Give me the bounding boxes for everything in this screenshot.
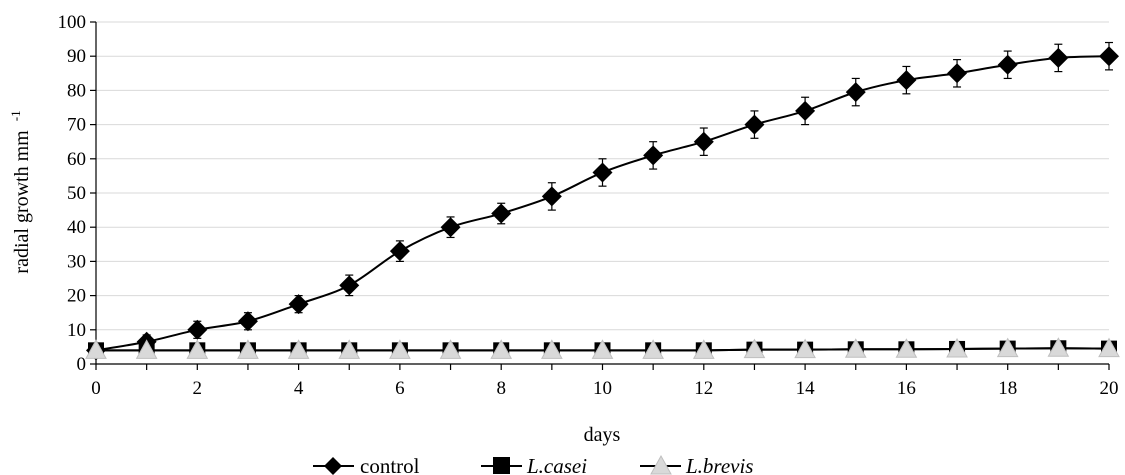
data-point xyxy=(996,337,1019,358)
data-point xyxy=(845,82,866,103)
data-point xyxy=(237,339,259,359)
y-tick-label-50: 50 xyxy=(67,183,86,204)
data-point xyxy=(642,339,664,359)
data-point xyxy=(389,339,411,359)
y-tick-label-40: 40 xyxy=(67,217,86,238)
y-tick-label-10: 10 xyxy=(67,320,86,341)
legend-marker-lbrevis xyxy=(650,454,672,475)
data-point xyxy=(287,339,310,359)
data-point xyxy=(795,100,816,121)
y-tick-label-100: 100 xyxy=(58,12,87,33)
legend-label-lbrevis: L.brevis xyxy=(685,454,753,475)
data-point xyxy=(744,114,765,135)
data-point xyxy=(186,339,209,359)
data-point xyxy=(947,63,968,84)
y-axis-title-main: radial growth mm xyxy=(11,130,33,274)
data-point xyxy=(85,339,107,359)
data-point xyxy=(541,339,563,359)
x-tick-label-14: 14 xyxy=(796,378,816,399)
legend-item-lbrevis: L.brevis xyxy=(640,454,753,475)
data-point xyxy=(1099,46,1119,67)
legend-label-control: control xyxy=(360,454,420,475)
x-tick-label-6: 6 xyxy=(395,378,405,399)
y-tick-label-0: 0 xyxy=(77,354,87,375)
data-point xyxy=(692,339,715,359)
data-point xyxy=(946,337,968,358)
data-point xyxy=(288,294,309,315)
data-point xyxy=(643,145,664,166)
data-point xyxy=(591,339,614,359)
data-point xyxy=(541,186,562,207)
x-tick-label-10: 10 xyxy=(593,378,612,399)
data-point xyxy=(440,217,461,238)
data-point xyxy=(794,338,816,359)
x-tick-label-4: 4 xyxy=(294,378,304,399)
y-tick-label-80: 80 xyxy=(67,80,86,101)
y-tick-label-20: 20 xyxy=(67,286,86,307)
data-point xyxy=(339,275,360,296)
x-tick-label-16: 16 xyxy=(897,378,916,399)
series-line-0 xyxy=(95,55,1110,352)
data-point xyxy=(439,339,462,359)
data-point xyxy=(237,311,258,332)
data-point xyxy=(491,203,512,224)
data-point xyxy=(844,338,867,358)
data-point xyxy=(997,54,1018,75)
y-tick-label-70: 70 xyxy=(67,115,86,136)
x-tick-label-20: 20 xyxy=(1100,378,1119,399)
data-point xyxy=(1098,337,1120,358)
legend: control L.casei L.brevis xyxy=(313,454,753,475)
legend-item-control: control xyxy=(313,454,420,475)
data-point xyxy=(693,131,714,152)
y-tick-label-90: 90 xyxy=(67,46,86,67)
x-tick-label-2: 2 xyxy=(193,378,203,399)
tick-labels: 0 10 20 30 40 50 60 70 80 90 100 0 2 4 6 8 10 12 14 16 18 20 xyxy=(58,12,1119,399)
legend-marker-control xyxy=(324,457,342,475)
x-tick-label-8: 8 xyxy=(496,378,506,399)
data-point xyxy=(1047,337,1070,357)
y-axis-title: radial growth mm -1 xyxy=(8,110,33,273)
x-tick-label-18: 18 xyxy=(998,378,1017,399)
data-point xyxy=(389,241,410,262)
data-point xyxy=(1048,47,1069,68)
y-axis-title-group: radial growth mm -1 xyxy=(8,110,33,273)
x-tick-label-12: 12 xyxy=(694,378,713,399)
data-point xyxy=(895,338,918,358)
legend-marker-lcasei xyxy=(493,457,510,474)
data-point xyxy=(896,70,917,91)
series-2 xyxy=(85,337,1120,359)
data-point xyxy=(338,339,361,359)
series-lines xyxy=(85,41,1120,361)
data-point xyxy=(743,338,766,359)
y-axis-title-superscript: -1 xyxy=(8,110,23,121)
x-axis-title: days xyxy=(584,424,621,446)
y-tick-label-60: 60 xyxy=(67,149,86,170)
axes xyxy=(90,21,1110,370)
data-point xyxy=(187,319,208,340)
data-point xyxy=(490,339,513,359)
legend-label-lcasei: L.casei xyxy=(526,454,587,475)
x-tick-label-0: 0 xyxy=(91,378,101,399)
y-tick-label-30: 30 xyxy=(67,251,86,272)
legend-item-lcasei: L.casei xyxy=(481,454,587,475)
data-point xyxy=(592,162,613,183)
data-point xyxy=(135,339,158,359)
